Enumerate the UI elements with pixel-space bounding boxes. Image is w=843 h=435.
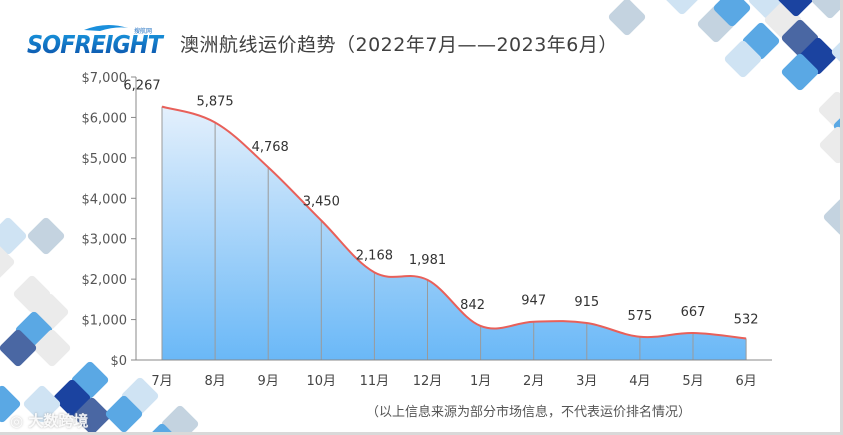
y-tick-label: $7,000	[82, 71, 128, 86]
x-tick-label: 7月	[151, 374, 172, 389]
svg-text:SOFREIGHT: SOFREIGHT	[27, 30, 165, 58]
x-tick-label: 10月	[307, 374, 337, 389]
y-tick-label: $3,000	[82, 233, 128, 248]
data-label: 5,875	[196, 94, 233, 109]
x-tick-label: 2月	[523, 374, 544, 389]
y-tick-label: $4,000	[82, 192, 128, 207]
y-tick-label: $1,000	[82, 314, 128, 329]
data-label: 2,168	[356, 248, 393, 263]
data-label: 947	[521, 294, 546, 309]
x-tick-label: 5月	[682, 374, 703, 389]
y-tick-label: $2,000	[82, 273, 128, 288]
x-axis: 7月 8月 9月 10月 11月 12月 1月 2月 3月 4月 5月 6月	[136, 359, 772, 389]
x-tick-label: 4月	[629, 374, 650, 389]
x-tick-label: 11月	[360, 374, 390, 389]
trend-line	[161, 105, 747, 340]
y-tick-label: $0	[110, 354, 127, 369]
weibo-like-logo-icon: ◎	[10, 412, 29, 430]
x-tick-label: 12月	[413, 374, 443, 389]
plot-area	[161, 105, 747, 360]
svg-text:搜航网: 搜航网	[134, 27, 152, 35]
x-tick-label: 3月	[576, 374, 597, 389]
x-tick-label: 8月	[204, 374, 225, 389]
data-label: 667	[681, 305, 706, 320]
data-labels: 6,267 5,875 4,768 3,450 2,168 1,981 842 947 915 5…	[123, 79, 758, 328]
data-label: 3,450	[303, 195, 340, 210]
y-tick-label: $5,000	[82, 152, 128, 167]
data-label: 842	[460, 298, 485, 313]
data-label: 4,768	[252, 140, 289, 155]
y-tick-label: $6,000	[82, 111, 128, 126]
x-tick-label: 1月	[470, 374, 491, 389]
data-label: 6,267	[123, 79, 160, 94]
data-label: 575	[627, 309, 652, 324]
sofreight-logo: SOFREIGHT 搜航网	[26, 22, 166, 59]
area-fill	[162, 106, 747, 360]
x-tick-label: 9月	[258, 374, 279, 389]
source-note: （以上信息来源为部分市场信息，不代表运价排名情况）	[366, 405, 692, 420]
data-label: 1,981	[409, 253, 446, 268]
chart-title: 澳洲航线运价趋势（2022年7月——2023年6月）	[180, 34, 618, 56]
data-label: 915	[574, 295, 599, 310]
data-label: 532	[734, 312, 759, 327]
watermark: ◎ 大数跨境	[10, 412, 89, 430]
x-tick-label: 6月	[735, 374, 756, 389]
y-axis: $0 $1,000 $2,000 $3,000 $4,000 $5,000 $6,000 $7…	[82, 71, 137, 369]
